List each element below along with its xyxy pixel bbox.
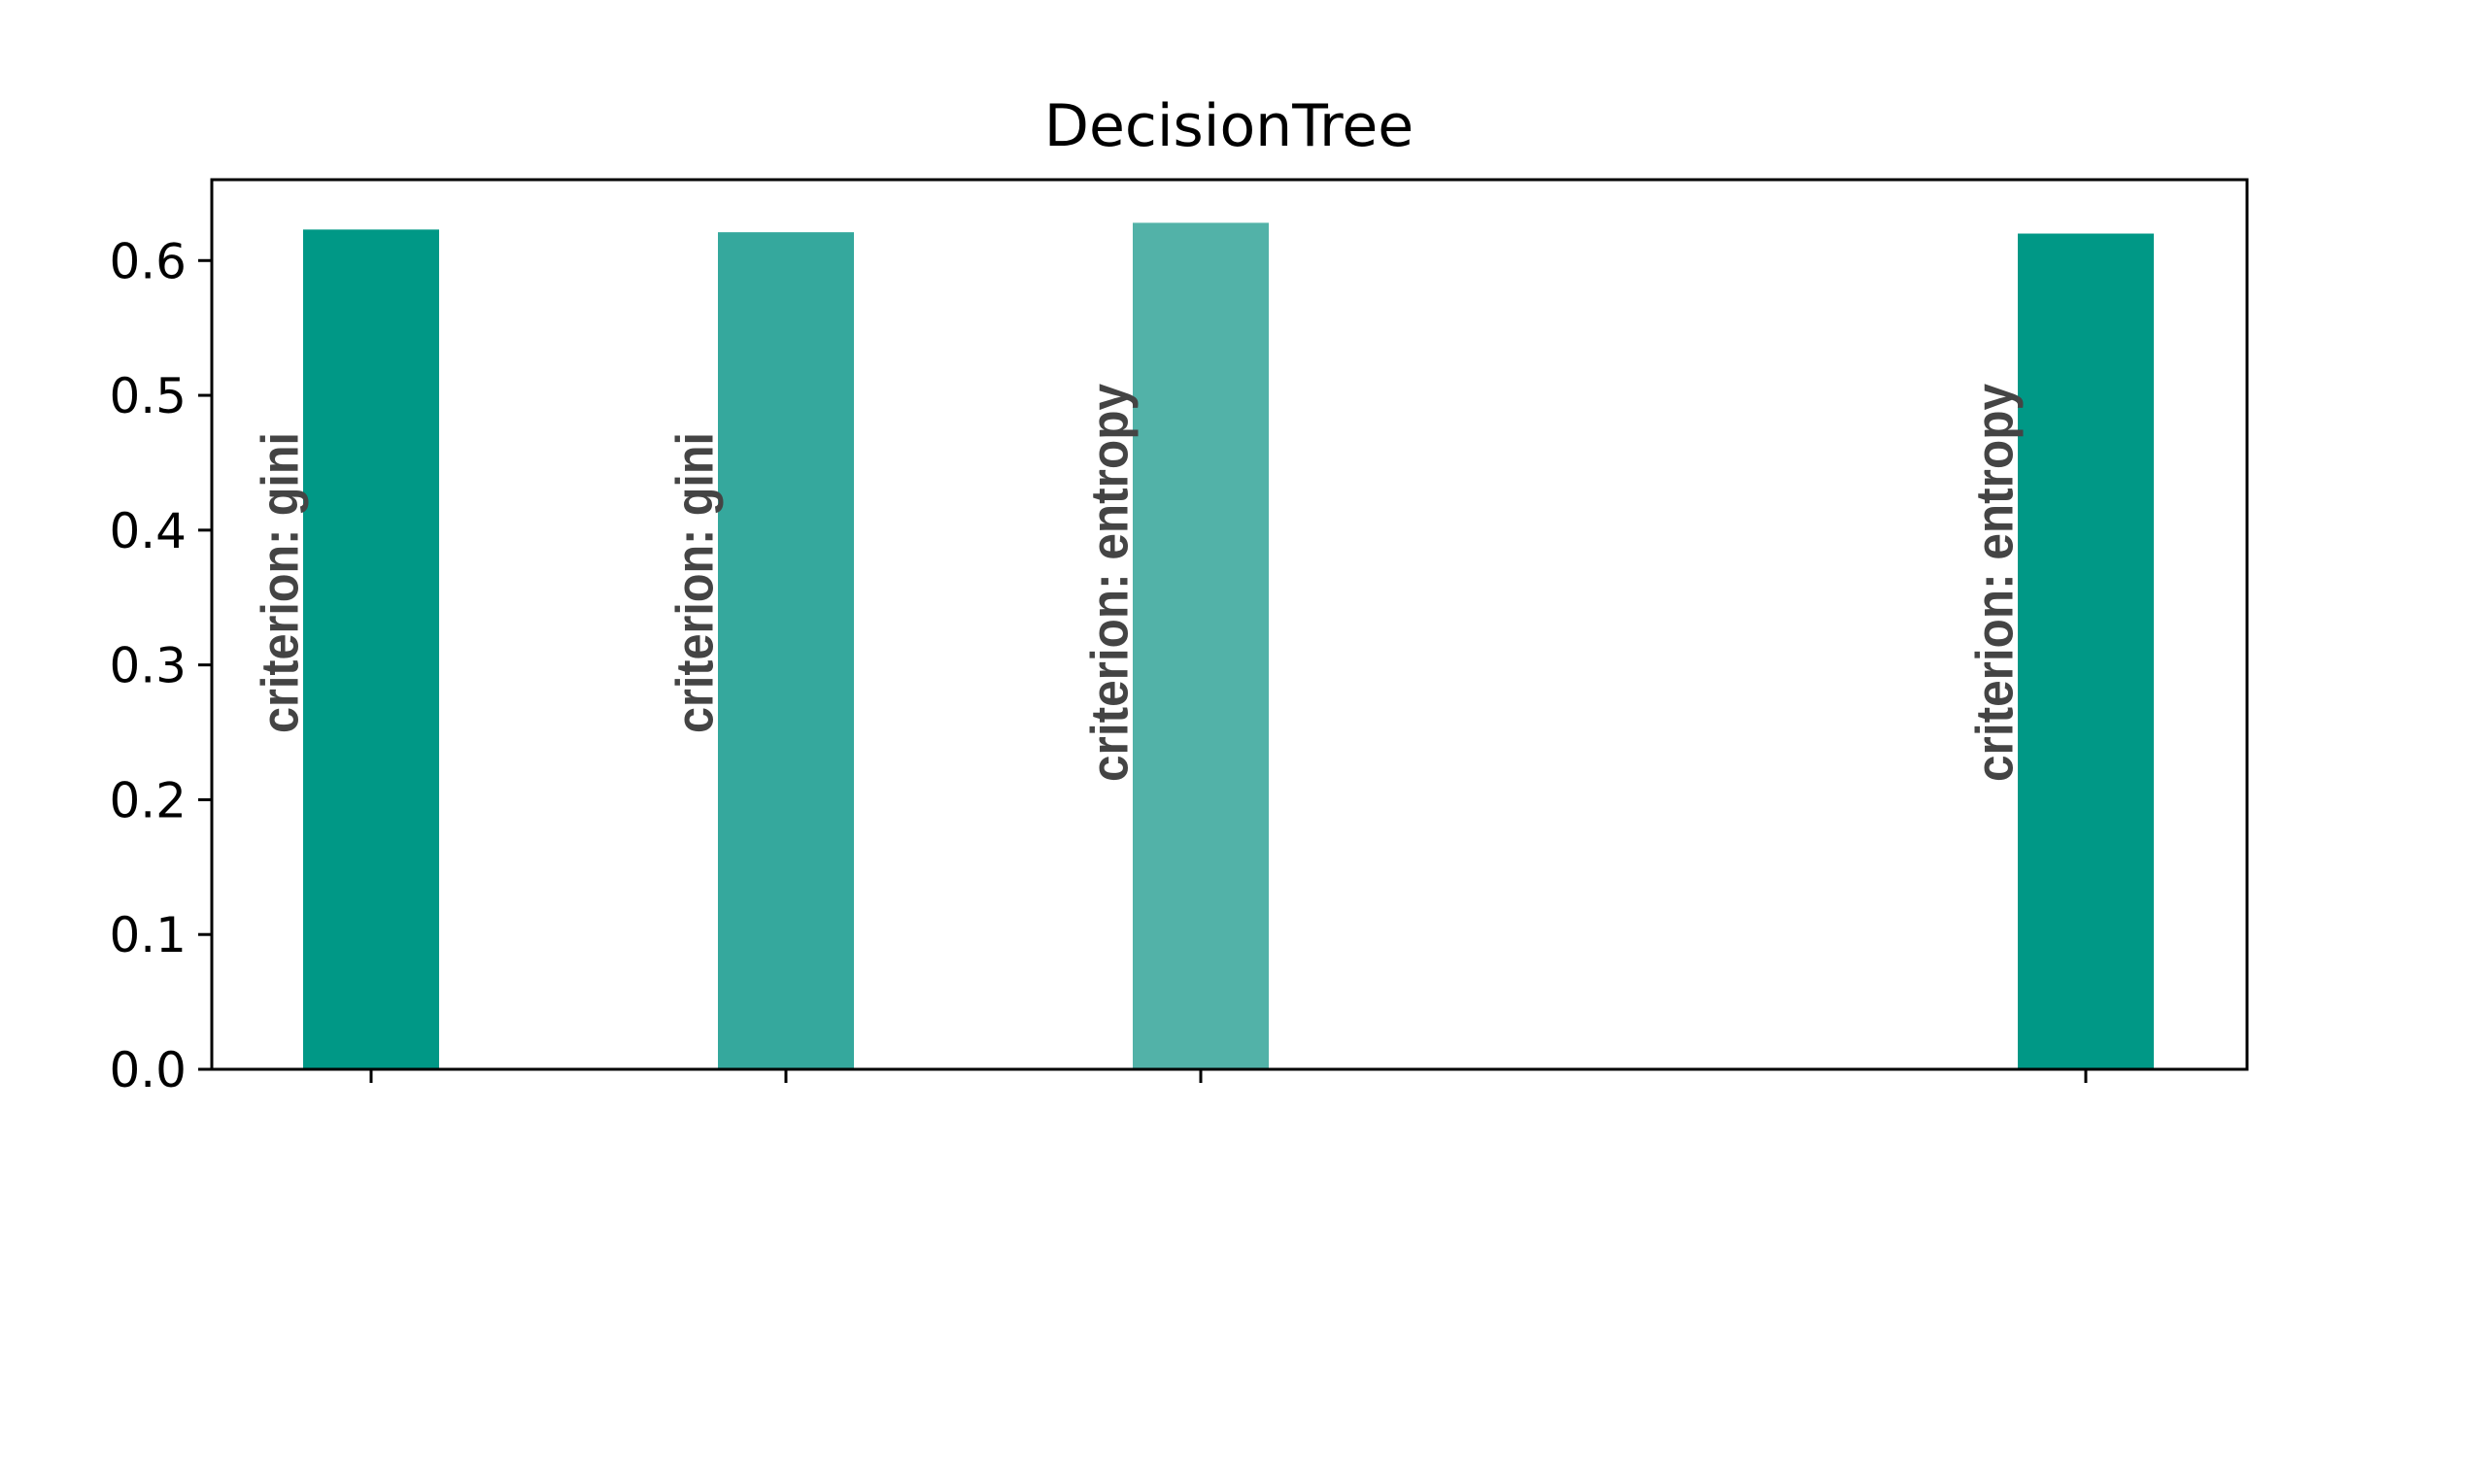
bar-label-0: criterion: gini: [251, 432, 309, 733]
x-axis: [369, 1069, 2088, 1083]
y-tick-label-1: 0.1: [109, 907, 187, 963]
bar-label-1: criterion: gini: [665, 432, 724, 733]
y-tick-label-4: 0.4: [109, 503, 187, 559]
plot-frame: [210, 178, 2249, 1071]
bar-label-3: criterion: entropy: [1965, 384, 2024, 782]
y-axis: 0.0 0.1 0.2 0.3 0.4 0.5 0.6: [109, 233, 212, 1098]
bar-labels-layer: criterion: gini criterion: gini criterion:…: [251, 384, 2024, 782]
bar-0: [303, 229, 439, 1070]
chart-title: DecisionTree: [1044, 92, 1414, 160]
y-tick-label-5: 0.5: [109, 368, 187, 424]
bar-3: [2018, 233, 2154, 1070]
bar-2: [1133, 222, 1269, 1070]
y-tick-label-6: 0.6: [109, 233, 187, 289]
y-tick-label-0: 0.0: [109, 1042, 187, 1098]
y-tick-label-3: 0.3: [109, 638, 187, 694]
y-tick-label-2: 0.2: [109, 772, 187, 828]
bar-label-2: criterion: entropy: [1080, 384, 1139, 782]
bar-1: [718, 232, 854, 1070]
bars-layer: [303, 222, 2154, 1070]
